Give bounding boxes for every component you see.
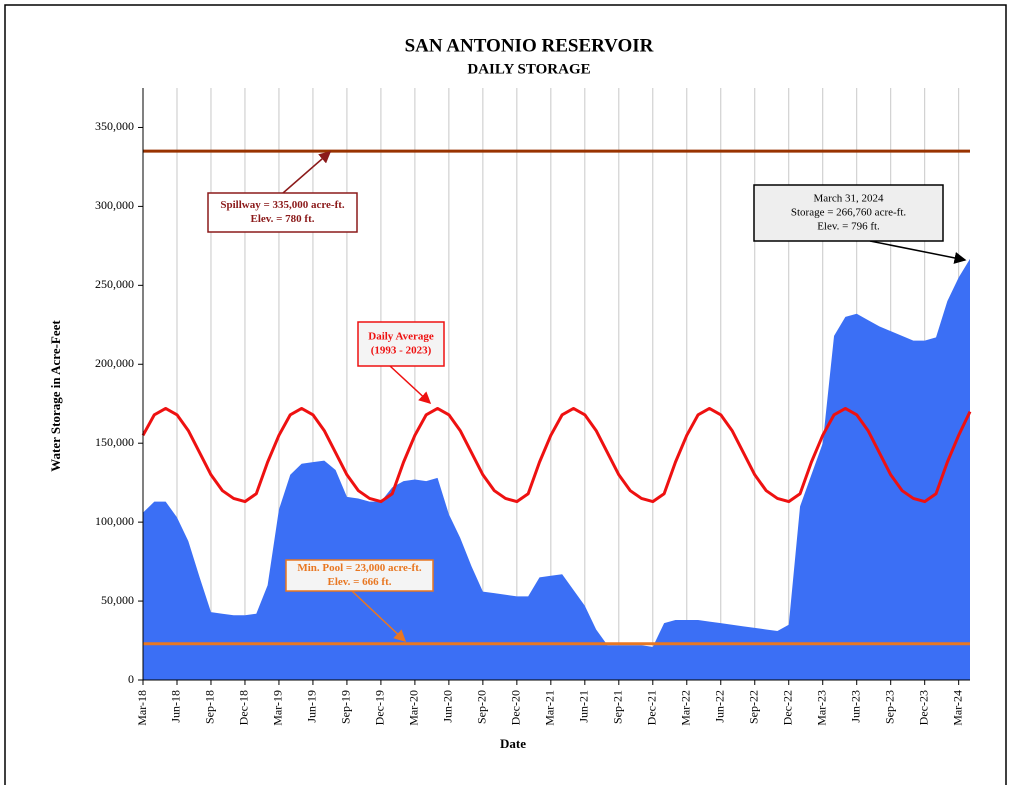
annotation-box: [753, 184, 944, 242]
annotation-text: Elev. = 796 ft.: [817, 221, 880, 233]
x-tick-label: Mar-24: [950, 690, 964, 726]
annotation-text: Elev. = 780 ft.: [250, 213, 314, 225]
annotation-text: Elev. = 666 ft.: [327, 576, 391, 588]
y-tick-label: 350,000: [95, 119, 134, 133]
x-tick-label: Dec-23: [916, 690, 930, 725]
x-tick-label: Mar-22: [679, 690, 693, 726]
y-tick-label: 150,000: [95, 435, 134, 449]
x-tick-label: Sep-21: [611, 690, 625, 724]
annotation-text: Min. Pool = 23,000 acre-ft.: [297, 562, 422, 574]
x-tick-label: Mar-21: [543, 690, 557, 726]
x-tick-label: Dec-22: [780, 690, 794, 725]
x-tick-label: Jun-19: [305, 690, 319, 723]
annotation-box: [285, 559, 434, 592]
annotation-text: March 31, 2024: [814, 193, 884, 205]
x-tick-label: Sep-22: [747, 690, 761, 724]
y-axis-label: Water Storage in Acre-Feet: [48, 320, 63, 472]
chart-subtitle: DAILY STORAGE: [467, 61, 590, 77]
annotation-text: Daily Average: [368, 331, 434, 343]
y-tick-label: 50,000: [101, 593, 134, 607]
annotation-box: [357, 321, 445, 367]
y-tick-label: 300,000: [95, 198, 134, 212]
annotation-text: (1993 - 2023): [371, 345, 432, 357]
x-tick-label: Dec-19: [373, 690, 387, 725]
y-tick-label: 0: [128, 672, 134, 686]
x-tick-label: Dec-21: [645, 690, 659, 725]
x-tick-label: Sep-18: [203, 690, 217, 724]
x-tick-label: Mar-19: [271, 690, 285, 726]
x-tick-label: Mar-18: [135, 690, 149, 726]
x-tick-label: Jun-20: [441, 690, 455, 723]
x-tick-label: Mar-23: [814, 690, 828, 726]
x-axis-label: Date: [500, 736, 526, 751]
x-tick-label: Sep-23: [882, 690, 896, 724]
storage-area: [143, 258, 970, 680]
annotation-text: Spillway = 335,000 acre-ft.: [220, 199, 345, 211]
average-line: [141, 406, 972, 504]
y-tick-label: 250,000: [95, 277, 134, 291]
x-tick-label: Jun-21: [577, 690, 591, 723]
x-tick-label: Jun-22: [713, 690, 727, 723]
annotation-text: Storage = 266,760 acre-ft.: [791, 207, 906, 219]
annotation-box: [207, 192, 358, 233]
x-tick-label: Jun-18: [169, 690, 183, 723]
y-tick-label: 100,000: [95, 514, 134, 528]
x-tick-label: Dec-18: [237, 690, 251, 725]
x-tick-label: Jun-23: [848, 690, 862, 723]
x-tick-label: Mar-20: [407, 690, 421, 726]
x-tick-label: Sep-19: [339, 690, 353, 724]
frame: [4, 4, 1007, 785]
x-tick-label: Dec-20: [509, 690, 523, 725]
x-tick-label: Sep-20: [475, 690, 489, 724]
annotation-arrow: [282, 151, 332, 194]
annotation-arrow: [869, 240, 967, 264]
annotation-arrow: [389, 365, 432, 405]
annotation-arrow: [351, 590, 407, 643]
chart-title: SAN ANTONIO RESERVOIR: [405, 35, 654, 56]
y-tick-label: 200,000: [95, 356, 134, 370]
